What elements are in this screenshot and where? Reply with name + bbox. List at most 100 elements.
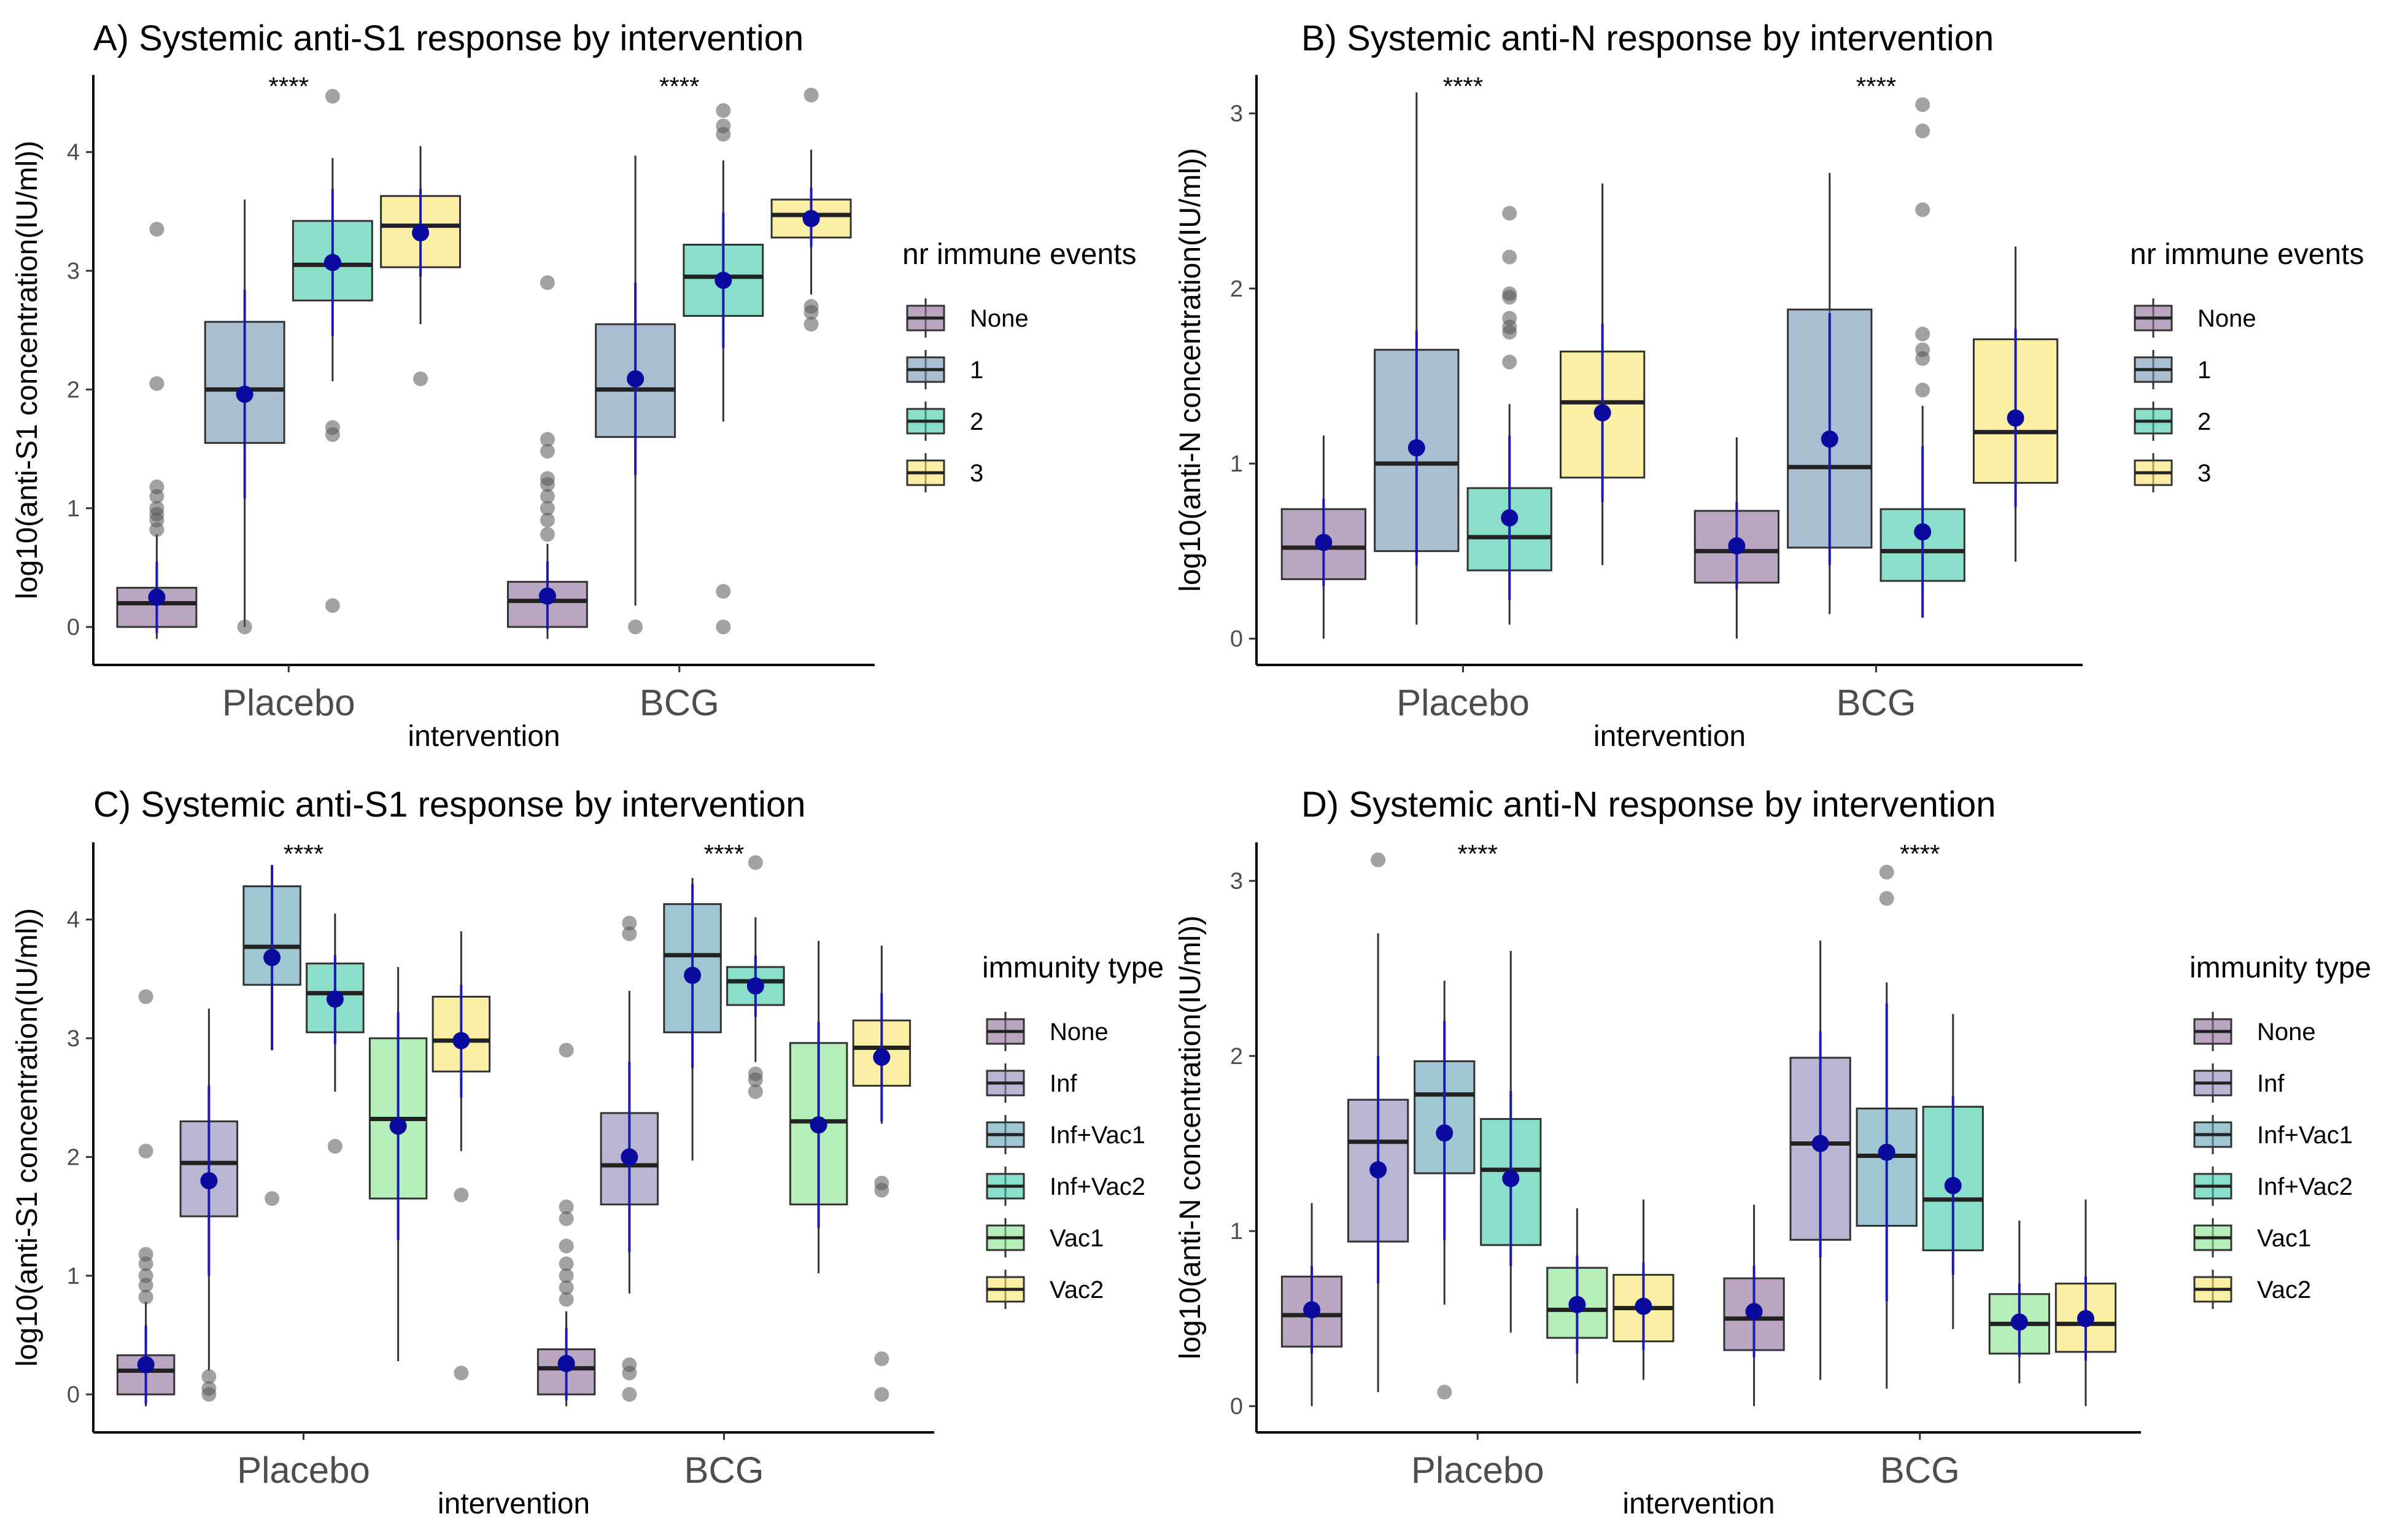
box-vac2 — [432, 931, 491, 1381]
y-tick-label: 1 — [1230, 1219, 1243, 1245]
legend-label: None — [1050, 1019, 1109, 1046]
significance-label: **** — [1856, 72, 1896, 101]
legend-label: Inf+Vac1 — [1050, 1122, 1145, 1149]
mean-point — [2010, 1313, 2028, 1331]
significance-label: **** — [269, 72, 309, 101]
outlier-point — [803, 87, 819, 103]
outlier-point — [325, 420, 340, 435]
box-inf — [600, 915, 659, 1402]
box-vac2 — [2054, 1199, 2117, 1407]
outlier-point — [540, 443, 555, 459]
y-tick-label: 1 — [1230, 451, 1243, 477]
box-3 — [770, 87, 852, 332]
outlier-point — [149, 479, 165, 494]
y-axis-label: log10(anti-S1 concentration(IU/ml)) — [11, 908, 44, 1367]
mean-point — [389, 1117, 407, 1135]
mean-point — [1728, 537, 1746, 555]
outlier-point — [874, 1387, 889, 1402]
box-vac2 — [852, 946, 912, 1402]
x-category-label: BCG — [684, 1450, 764, 1491]
box-inf-vac1 — [1414, 981, 1476, 1400]
box-inf-vac2 — [726, 855, 785, 1100]
legend-key — [906, 350, 945, 389]
y-tick-label: 3 — [67, 1026, 80, 1052]
y-tick-label: 3 — [1230, 869, 1243, 895]
outlier-point — [803, 299, 819, 314]
legend-label: Vac1 — [1050, 1225, 1104, 1252]
legend: immunity type None Inf Inf+Vac1 Inf+Vac2 Vac1… — [2189, 952, 2371, 1309]
legend-label: 3 — [970, 460, 983, 487]
significance-label: **** — [1443, 72, 1483, 101]
outlier-point — [149, 500, 165, 516]
legend-key — [2193, 1012, 2232, 1051]
mean-point — [714, 271, 732, 289]
outlier-point — [559, 1292, 574, 1307]
panel-c: C) Systemic anti-S1 response by interven… — [11, 785, 1164, 1520]
box-none — [506, 275, 588, 639]
outlier-point — [559, 1256, 574, 1272]
panel-d: D) Systemic anti-N response by intervent… — [1174, 785, 2371, 1520]
outlier-point — [874, 1175, 889, 1190]
outlier-point — [540, 500, 555, 516]
outlier-point — [622, 1357, 637, 1372]
mean-point — [1745, 1303, 1763, 1321]
y-axis-label: log10(anti-S1 concentration(IU/ml)) — [11, 141, 44, 599]
outlier-point — [1502, 206, 1517, 221]
box-none — [1723, 1205, 1785, 1407]
outlier-point — [237, 619, 252, 635]
legend-key — [2134, 350, 2173, 389]
legend-title: nr immune events — [902, 238, 1137, 271]
mean-point — [621, 1148, 638, 1166]
outlier-point — [149, 376, 165, 391]
box-none — [1280, 435, 1367, 639]
significance-label: **** — [1900, 839, 1940, 868]
mean-point — [1436, 1124, 1454, 1142]
legend-key — [986, 1012, 1025, 1051]
x-axis-label: intervention — [1622, 1488, 1775, 1520]
mean-point — [452, 1031, 470, 1049]
outlier-point — [1915, 202, 1930, 217]
legend-label: Vac2 — [1050, 1276, 1104, 1303]
box-1 — [595, 155, 676, 635]
outlier-point — [540, 489, 555, 504]
legend-label: Inf — [1050, 1070, 1077, 1097]
outlier-point — [325, 598, 340, 613]
mean-point — [746, 977, 764, 995]
legend-key — [986, 1063, 1025, 1103]
outlier-point — [327, 1139, 343, 1154]
outlier-point — [622, 915, 637, 931]
legend-label: 2 — [2197, 408, 2211, 435]
box-1 — [1787, 173, 1873, 615]
legend-key — [986, 1115, 1025, 1154]
outlier-point — [716, 118, 731, 134]
legend-key — [986, 1270, 1025, 1309]
outlier-point — [325, 88, 340, 104]
box-inf-vac1 — [663, 878, 722, 1161]
box-1 — [204, 200, 285, 635]
outlier-point — [540, 432, 555, 447]
mean-point — [1593, 404, 1611, 422]
outlier-point — [1502, 286, 1517, 301]
y-tick-label: 0 — [1230, 626, 1243, 652]
outlier-point — [1915, 342, 1930, 357]
outlier-point — [559, 1199, 574, 1214]
legend-label: 1 — [2197, 357, 2211, 384]
y-tick-label: 4 — [67, 907, 80, 933]
mean-point — [326, 990, 344, 1008]
significance-label: **** — [284, 839, 323, 868]
outlier-point — [1502, 249, 1517, 265]
box-3 — [1559, 183, 1646, 565]
legend-label: Inf+Vac2 — [1050, 1173, 1145, 1200]
outlier-point — [1879, 864, 1894, 880]
outlier-point — [748, 855, 763, 870]
outlier-point — [1915, 383, 1930, 398]
box-inf-vac2 — [1480, 950, 1542, 1333]
box-inf-vac2 — [306, 914, 365, 1154]
x-category-label: BCG — [1880, 1450, 1960, 1491]
outlier-point — [1915, 327, 1930, 342]
mean-point — [137, 1356, 155, 1373]
mean-point — [802, 209, 820, 227]
legend-key — [2134, 453, 2173, 492]
outlier-point — [540, 527, 555, 542]
x-category-label: Placebo — [237, 1450, 370, 1491]
